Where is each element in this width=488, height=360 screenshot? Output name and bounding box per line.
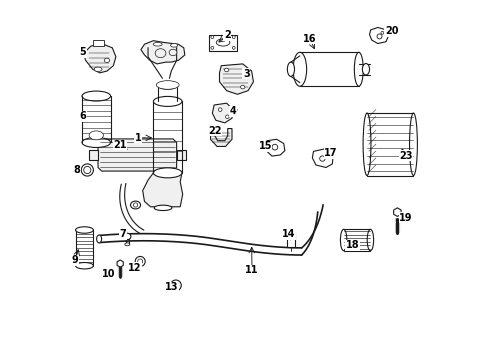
- Ellipse shape: [224, 68, 228, 72]
- Polygon shape: [98, 139, 176, 171]
- Text: 5: 5: [80, 47, 86, 57]
- Ellipse shape: [340, 229, 346, 251]
- Polygon shape: [89, 150, 98, 160]
- Ellipse shape: [97, 235, 102, 243]
- Text: 7: 7: [120, 229, 126, 239]
- Text: 11: 11: [244, 265, 258, 275]
- Text: 6: 6: [80, 111, 86, 121]
- Text: 15: 15: [258, 141, 271, 151]
- Polygon shape: [212, 103, 233, 123]
- Ellipse shape: [104, 58, 109, 63]
- Text: 9: 9: [71, 255, 78, 265]
- Ellipse shape: [153, 168, 182, 178]
- Ellipse shape: [153, 42, 162, 46]
- Ellipse shape: [94, 67, 102, 71]
- Ellipse shape: [123, 233, 131, 240]
- Polygon shape: [264, 139, 285, 156]
- Text: 2: 2: [224, 30, 230, 40]
- Bar: [93, 40, 104, 46]
- Polygon shape: [369, 27, 387, 44]
- Ellipse shape: [170, 44, 177, 47]
- Ellipse shape: [82, 138, 110, 148]
- Ellipse shape: [287, 229, 293, 234]
- Text: 8: 8: [73, 165, 80, 175]
- Text: 10: 10: [102, 269, 115, 279]
- Text: 16: 16: [302, 34, 316, 44]
- Polygon shape: [393, 208, 400, 216]
- Ellipse shape: [155, 49, 165, 58]
- Polygon shape: [210, 129, 231, 147]
- Ellipse shape: [83, 166, 91, 174]
- Text: 13: 13: [164, 282, 178, 292]
- Ellipse shape: [210, 46, 213, 49]
- Ellipse shape: [153, 96, 182, 107]
- Ellipse shape: [81, 164, 93, 176]
- Polygon shape: [176, 150, 185, 160]
- Text: 18: 18: [345, 240, 359, 250]
- Ellipse shape: [133, 203, 138, 207]
- Text: 23: 23: [398, 151, 412, 161]
- Ellipse shape: [366, 229, 373, 251]
- Bar: [286, 233, 295, 247]
- Polygon shape: [117, 260, 123, 267]
- Ellipse shape: [124, 243, 130, 246]
- Ellipse shape: [354, 52, 363, 86]
- Polygon shape: [312, 149, 332, 167]
- Ellipse shape: [130, 201, 140, 209]
- Ellipse shape: [319, 156, 325, 161]
- Ellipse shape: [240, 85, 244, 89]
- Ellipse shape: [135, 256, 145, 266]
- Ellipse shape: [170, 280, 181, 291]
- Ellipse shape: [173, 283, 179, 288]
- Text: 1: 1: [134, 133, 141, 143]
- Ellipse shape: [89, 131, 103, 140]
- Ellipse shape: [271, 144, 277, 150]
- Ellipse shape: [156, 81, 179, 89]
- Text: 19: 19: [398, 212, 412, 222]
- Text: 14: 14: [282, 229, 295, 239]
- Ellipse shape: [408, 113, 417, 176]
- Text: 3: 3: [243, 68, 249, 78]
- Ellipse shape: [362, 64, 369, 75]
- Ellipse shape: [376, 34, 381, 39]
- Ellipse shape: [292, 52, 306, 86]
- Ellipse shape: [232, 36, 235, 39]
- Polygon shape: [142, 173, 183, 207]
- Text: 22: 22: [208, 126, 222, 136]
- Ellipse shape: [363, 113, 370, 176]
- Ellipse shape: [82, 91, 110, 101]
- Bar: [208, 35, 237, 51]
- Ellipse shape: [225, 115, 229, 118]
- Ellipse shape: [218, 108, 222, 111]
- Ellipse shape: [232, 46, 235, 49]
- Text: 17: 17: [324, 148, 337, 158]
- Ellipse shape: [158, 81, 177, 89]
- Ellipse shape: [380, 31, 383, 34]
- Text: 4: 4: [229, 106, 236, 116]
- Ellipse shape: [138, 259, 142, 264]
- Ellipse shape: [287, 62, 294, 76]
- Ellipse shape: [210, 36, 213, 39]
- Ellipse shape: [154, 205, 172, 211]
- Text: 20: 20: [384, 26, 398, 36]
- Polygon shape: [219, 64, 253, 94]
- Text: 21: 21: [113, 140, 127, 150]
- Ellipse shape: [75, 262, 93, 269]
- Ellipse shape: [216, 39, 229, 46]
- Ellipse shape: [169, 49, 177, 56]
- Ellipse shape: [75, 227, 93, 233]
- Text: 12: 12: [127, 262, 141, 273]
- Polygon shape: [83, 44, 116, 73]
- Polygon shape: [141, 41, 184, 64]
